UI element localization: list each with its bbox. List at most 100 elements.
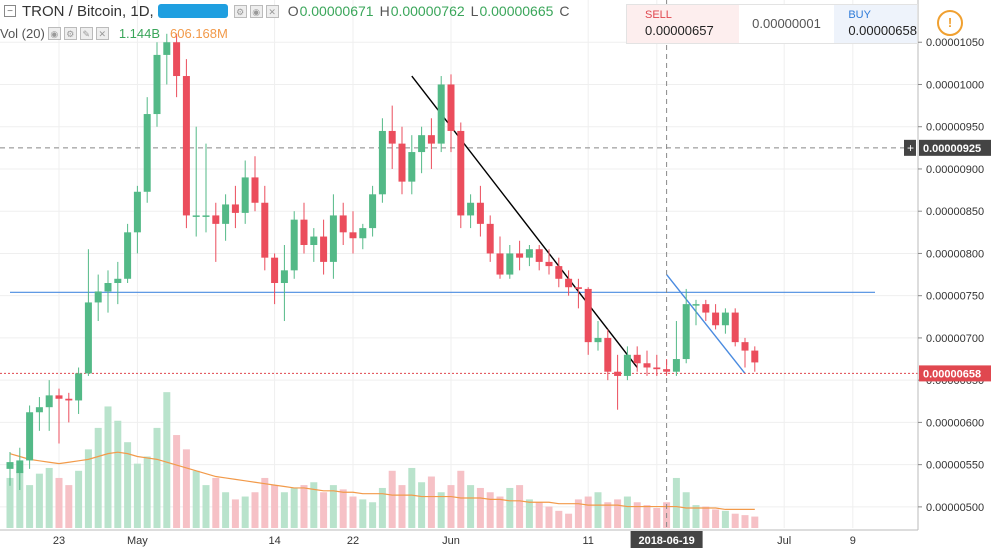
- volume-label[interactable]: Vol (20): [0, 25, 45, 41]
- volume-bar: [525, 499, 533, 528]
- volume-bar: [643, 505, 651, 528]
- candle-body: [545, 261, 553, 267]
- eye-icon[interactable]: ◉: [249, 4, 263, 18]
- candle-body: [496, 253, 504, 275]
- price-tick-label: 0.00000600: [926, 417, 984, 429]
- volume-value: 1.144B: [118, 25, 161, 41]
- candle-body: [182, 76, 190, 216]
- candle-body: [26, 412, 34, 461]
- volume-bar: [682, 492, 690, 528]
- candle-body: [45, 395, 53, 408]
- candle-body: [427, 135, 435, 144]
- low-value: 0.00000665: [479, 3, 554, 19]
- volume-bar: [447, 485, 455, 528]
- candle-body: [124, 232, 132, 279]
- volume-bar: [163, 392, 171, 528]
- volume-bar: [388, 470, 396, 528]
- candle-body: [212, 215, 220, 224]
- volume-bar: [84, 449, 92, 528]
- volume-bar: [94, 427, 102, 528]
- candle-body: [222, 204, 230, 224]
- candle-body: [604, 337, 612, 372]
- close-icon[interactable]: ✕: [95, 26, 109, 40]
- volume-bar: [496, 496, 504, 528]
- close-icon[interactable]: ✕: [265, 4, 279, 18]
- candle-body: [94, 291, 102, 303]
- volume-ma-line: [9, 451, 755, 511]
- candle-body: [241, 177, 249, 213]
- candle-body: [55, 395, 63, 399]
- candle-body: [143, 114, 151, 192]
- volume-bar: [457, 470, 465, 528]
- volume-bar: [75, 470, 83, 528]
- price-tick-label: 0.00000700: [926, 333, 984, 345]
- volume-ma-value: 606.168M: [170, 25, 228, 41]
- volume-bar: [516, 485, 524, 528]
- settings-toggle-icon[interactable]: ⚙: [233, 4, 247, 18]
- price-tick-label: 0.00000550: [926, 460, 984, 472]
- volume-bar: [574, 499, 582, 528]
- volume-bar: [721, 510, 729, 528]
- edit-icon[interactable]: ✎: [79, 26, 93, 40]
- volume-bar: [594, 492, 602, 528]
- sell-button[interactable]: SELL 0.00000657: [627, 5, 739, 43]
- candle-body: [261, 202, 269, 258]
- candle-body: [339, 215, 347, 233]
- volume-bar: [55, 477, 63, 528]
- candle-body: [682, 304, 690, 360]
- crosshair-price-label: 0.00000925: [923, 143, 981, 155]
- candle-body: [329, 215, 337, 262]
- price-tick-label: 0.00001000: [926, 79, 984, 91]
- candle-body: [672, 359, 680, 372]
- volume-bar: [222, 492, 230, 528]
- volume-bar: [486, 492, 494, 528]
- candle-body: [447, 84, 455, 131]
- candle-body: [408, 152, 416, 182]
- buy-button[interactable]: BUY 0.00000658: [834, 5, 917, 43]
- volume-bar: [741, 515, 749, 528]
- candle-body: [643, 363, 651, 368]
- candle-body: [692, 304, 700, 306]
- crosshair-price-badge: [919, 139, 991, 156]
- trendline: [411, 75, 638, 368]
- volume-bar: [712, 509, 720, 528]
- candle-body: [349, 232, 357, 239]
- candle-body: [163, 42, 171, 55]
- candle-body: [702, 304, 710, 313]
- volume-bar: [231, 499, 239, 528]
- candle-body: [104, 283, 112, 292]
- candle-body: [721, 312, 729, 326]
- price-tick-label: 0.00000500: [926, 502, 984, 514]
- candle-body: [614, 371, 622, 376]
- time-tick-label: Jun: [442, 535, 460, 547]
- candle-body: [555, 266, 563, 279]
- volume-bar: [173, 435, 181, 528]
- volume-bar: [192, 470, 200, 528]
- candle-body: [584, 288, 592, 343]
- time-tick-label: 22: [347, 535, 359, 547]
- collapse-icon[interactable]: −: [4, 5, 16, 17]
- candle-body: [623, 354, 631, 376]
- gear-icon[interactable]: ⚙: [63, 26, 77, 40]
- symbol-title[interactable]: TRON / Bitcoin, 1D,: [22, 2, 154, 20]
- candle-body: [16, 460, 24, 474]
- volume-legend: Vol (20) ◉ ⚙ ✎ ✕ 1.144B 606.168M: [0, 23, 228, 43]
- volume-bar: [251, 492, 259, 528]
- candle-body: [153, 54, 161, 115]
- candle-body: [202, 215, 210, 217]
- volume-ma-line: [9, 451, 755, 511]
- candle-body: [486, 223, 494, 254]
- eye-icon[interactable]: ◉: [47, 26, 61, 40]
- time-tick-label: 14: [268, 535, 280, 547]
- volume-bar: [133, 463, 141, 528]
- alarm-clock-icon[interactable]: !: [937, 10, 963, 36]
- volume-bar: [35, 473, 43, 528]
- candle-body: [369, 194, 377, 229]
- candle-body: [65, 398, 73, 401]
- volume-bar: [378, 487, 386, 528]
- volume-bar: [320, 492, 328, 528]
- volume-bar: [45, 467, 53, 528]
- sell-price: 0.00000657: [645, 23, 714, 38]
